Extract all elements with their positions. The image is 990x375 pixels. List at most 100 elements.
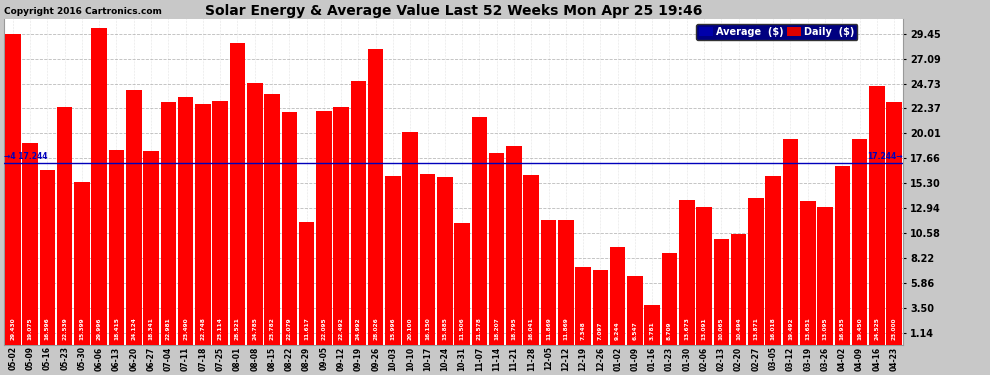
Bar [800, 201, 816, 345]
Bar [524, 176, 539, 345]
Text: 18.795: 18.795 [512, 317, 517, 340]
Text: 20.100: 20.100 [408, 317, 413, 340]
Bar [558, 219, 573, 345]
Bar [696, 207, 712, 345]
Text: 21.578: 21.578 [477, 317, 482, 340]
Bar [56, 107, 72, 345]
Text: 15.996: 15.996 [390, 317, 395, 340]
Bar [230, 44, 246, 345]
Text: 10.494: 10.494 [737, 317, 742, 340]
Bar [144, 151, 158, 345]
Text: 17.244→: 17.244→ [867, 152, 903, 161]
Bar [644, 305, 660, 345]
Text: 13.673: 13.673 [684, 317, 689, 340]
Text: 15.399: 15.399 [79, 317, 84, 340]
Bar [334, 107, 348, 345]
Bar [783, 139, 798, 345]
Bar [126, 90, 142, 345]
Text: 22.748: 22.748 [200, 317, 205, 340]
Bar [299, 222, 315, 345]
Bar [661, 253, 677, 345]
Bar [869, 86, 885, 345]
Bar [350, 81, 366, 345]
Text: 11.506: 11.506 [459, 317, 464, 340]
Text: 19.450: 19.450 [857, 317, 862, 340]
Bar [74, 182, 90, 345]
Text: 16.018: 16.018 [770, 317, 775, 340]
Text: 9.244: 9.244 [615, 321, 620, 340]
Text: 13.095: 13.095 [823, 317, 828, 340]
Bar [454, 224, 470, 345]
Bar [506, 146, 522, 345]
Text: 11.617: 11.617 [304, 317, 309, 340]
Text: 15.885: 15.885 [443, 317, 447, 340]
Bar [610, 247, 626, 345]
Text: 3.781: 3.781 [649, 321, 654, 340]
Text: 22.492: 22.492 [339, 317, 344, 340]
Text: 8.709: 8.709 [667, 321, 672, 340]
Bar [851, 140, 867, 345]
Text: 23.782: 23.782 [269, 317, 274, 340]
Text: 22.079: 22.079 [287, 317, 292, 340]
Text: 16.596: 16.596 [45, 317, 50, 340]
Bar [247, 83, 262, 345]
Text: 18.415: 18.415 [114, 317, 119, 340]
Bar [627, 276, 643, 345]
Text: 23.000: 23.000 [892, 317, 897, 340]
Bar [886, 102, 902, 345]
Text: 24.785: 24.785 [252, 317, 257, 340]
Text: 19.075: 19.075 [28, 317, 33, 340]
Bar [109, 150, 125, 345]
Bar [489, 153, 505, 345]
Text: 23.490: 23.490 [183, 317, 188, 340]
Text: 10.065: 10.065 [719, 317, 724, 340]
Text: 13.871: 13.871 [753, 317, 758, 340]
Text: 7.097: 7.097 [598, 321, 603, 340]
Bar [748, 198, 763, 345]
Text: 22.981: 22.981 [166, 317, 171, 340]
Text: 13.651: 13.651 [805, 317, 810, 340]
Bar [817, 207, 833, 345]
Text: 18.341: 18.341 [148, 317, 153, 340]
Text: 18.207: 18.207 [494, 317, 499, 340]
Bar [368, 49, 383, 345]
Bar [835, 166, 850, 345]
Text: Copyright 2016 Cartronics.com: Copyright 2016 Cartronics.com [4, 7, 162, 16]
Text: 11.869: 11.869 [563, 317, 568, 340]
Bar [213, 100, 228, 345]
Text: 28.026: 28.026 [373, 317, 378, 340]
Text: 29.996: 29.996 [97, 317, 102, 340]
Bar [264, 93, 280, 345]
Text: 24.525: 24.525 [874, 317, 879, 340]
Text: 29.430: 29.430 [10, 317, 15, 340]
Text: 22.539: 22.539 [62, 317, 67, 340]
Bar [731, 234, 746, 345]
Text: 16.150: 16.150 [425, 317, 430, 340]
Bar [437, 177, 452, 345]
Bar [679, 201, 695, 345]
Text: 24.124: 24.124 [132, 317, 137, 340]
Bar [281, 112, 297, 345]
Bar [195, 105, 211, 345]
Bar [160, 102, 176, 345]
Text: 28.521: 28.521 [235, 317, 240, 340]
Bar [593, 270, 608, 345]
Bar [385, 176, 401, 345]
Bar [5, 34, 21, 345]
Bar [420, 174, 436, 345]
Bar [765, 176, 781, 345]
Bar [714, 238, 729, 345]
Text: 22.095: 22.095 [322, 317, 327, 340]
Bar [23, 143, 38, 345]
Text: 24.992: 24.992 [356, 317, 361, 340]
Bar [91, 28, 107, 345]
Text: 7.348: 7.348 [580, 321, 585, 340]
Bar [471, 117, 487, 345]
Text: 11.869: 11.869 [546, 317, 551, 340]
Title: Solar Energy & Average Value Last 52 Weeks Mon Apr 25 19:46: Solar Energy & Average Value Last 52 Wee… [205, 4, 702, 18]
Bar [316, 111, 332, 345]
Text: 19.492: 19.492 [788, 317, 793, 340]
Bar [541, 219, 556, 345]
Bar [403, 132, 418, 345]
Text: 23.114: 23.114 [218, 317, 223, 340]
